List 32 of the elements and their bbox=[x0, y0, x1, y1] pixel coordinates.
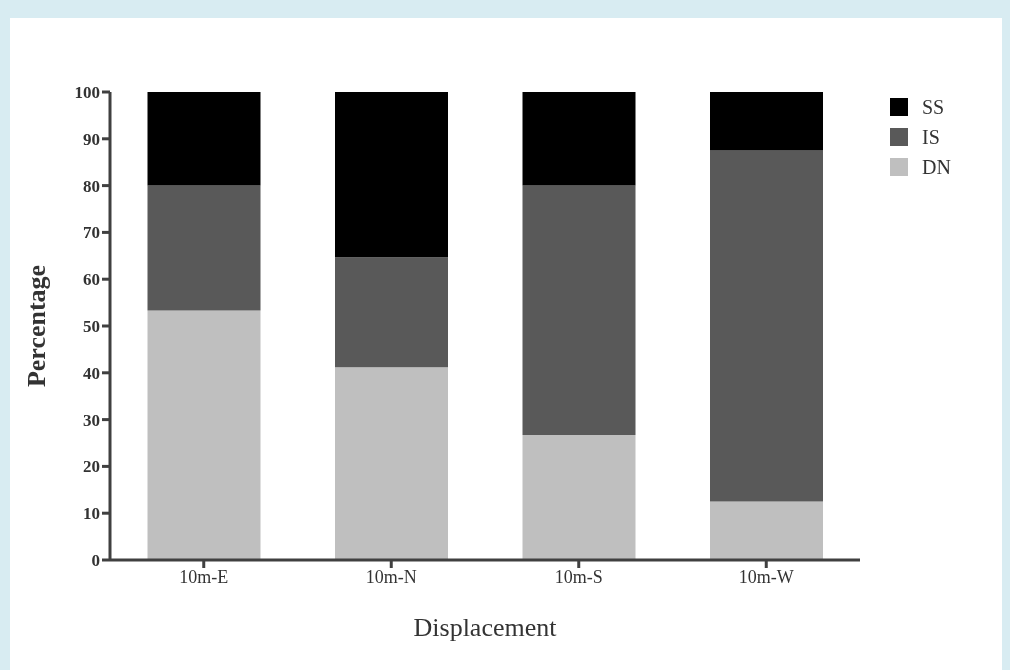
x-tick-label: 10m-W bbox=[738, 566, 794, 587]
bar bbox=[522, 185, 636, 436]
y-tick-label: 40 bbox=[83, 363, 100, 383]
y-tick-label: 60 bbox=[83, 270, 100, 290]
y-tick-label: 80 bbox=[83, 176, 100, 196]
legend-label: SS bbox=[922, 95, 945, 119]
legend-label: IS bbox=[922, 125, 940, 149]
bar bbox=[147, 310, 261, 560]
bar bbox=[522, 92, 636, 186]
bar bbox=[335, 257, 448, 368]
y-tick-label: 50 bbox=[83, 317, 100, 337]
y-tick-label: 100 bbox=[74, 83, 100, 103]
y-tick-label: 10 bbox=[83, 504, 100, 524]
y-tick-label: 70 bbox=[83, 223, 100, 243]
y-tick-label: 0 bbox=[91, 551, 100, 571]
legend-label: DN bbox=[922, 155, 951, 179]
bar bbox=[522, 435, 636, 560]
x-tick-label: 10m-E bbox=[179, 566, 229, 587]
y-tick-label: 30 bbox=[83, 410, 100, 430]
x-axis-title: Displacement bbox=[413, 613, 558, 642]
bar bbox=[335, 367, 448, 560]
bar bbox=[710, 150, 823, 502]
x-tick-label: 10m-S bbox=[554, 566, 603, 587]
x-tick-label: 10m-N bbox=[365, 566, 417, 587]
bar bbox=[710, 501, 823, 560]
y-tick-label: 20 bbox=[83, 457, 100, 477]
bar bbox=[147, 185, 261, 311]
bar bbox=[335, 92, 448, 258]
y-tick-label: 90 bbox=[83, 129, 100, 149]
y-axis-title: Percentage bbox=[22, 264, 52, 388]
bar bbox=[710, 92, 823, 151]
bar bbox=[147, 92, 261, 186]
